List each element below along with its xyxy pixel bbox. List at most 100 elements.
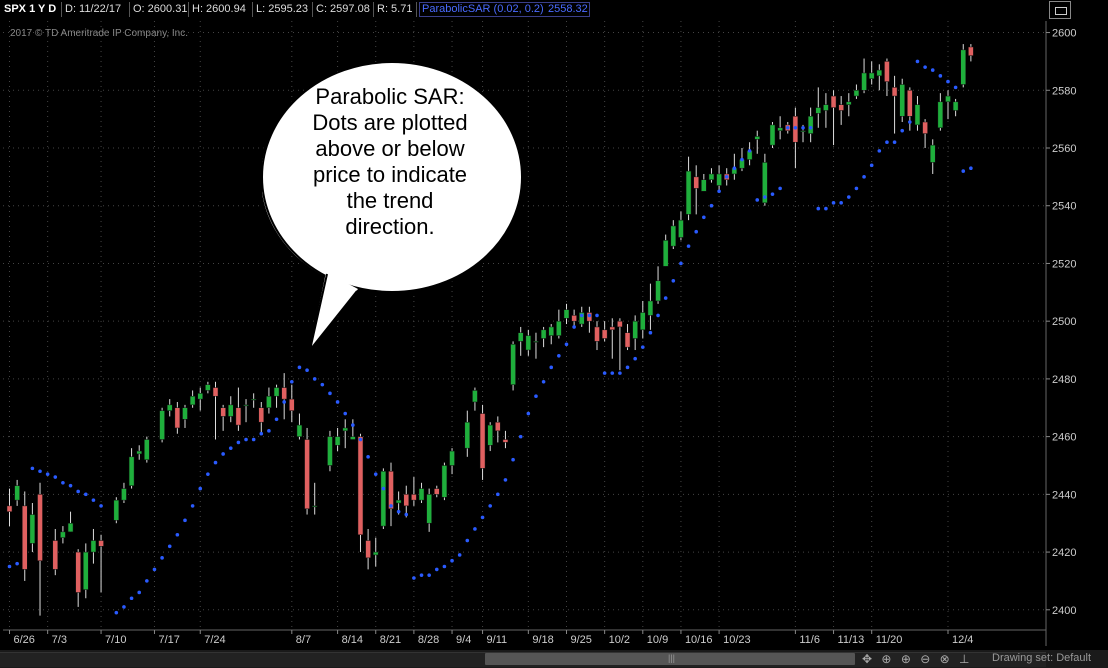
candle-up bbox=[205, 384, 211, 391]
sar-dot bbox=[320, 382, 325, 387]
sar-dot bbox=[183, 518, 187, 523]
sar-dot bbox=[862, 175, 866, 179]
close-readout: C: 2597.08 bbox=[316, 3, 370, 15]
sar-dot bbox=[900, 128, 905, 133]
scrollbar-thumb[interactable] bbox=[485, 653, 855, 665]
x-tick-label: 11/20 bbox=[876, 634, 903, 646]
candle-up bbox=[136, 450, 142, 455]
sar-dot bbox=[724, 175, 729, 179]
sar-dot bbox=[908, 120, 912, 124]
candle-up bbox=[418, 488, 425, 501]
sar-dot bbox=[640, 345, 645, 349]
sar-dot bbox=[839, 201, 843, 205]
candle-up bbox=[937, 101, 944, 129]
zoom-in-icon[interactable]: ⊕ bbox=[900, 652, 911, 666]
drawing-tools-icon[interactable]: ⊥ bbox=[959, 652, 970, 666]
candle-down bbox=[212, 387, 219, 397]
candle-down bbox=[891, 87, 898, 97]
sar-dot bbox=[366, 455, 370, 459]
candle-up bbox=[113, 499, 120, 521]
candle-down bbox=[479, 413, 486, 469]
candle-down bbox=[922, 121, 928, 134]
sar-dot bbox=[221, 452, 225, 456]
candle-up bbox=[90, 540, 97, 553]
candle-down bbox=[220, 407, 226, 417]
y-tick-label: 2540 bbox=[1052, 201, 1076, 213]
zoom-out-icon[interactable]: ⊖ bbox=[920, 652, 931, 666]
study-readout-box[interactable] bbox=[419, 2, 590, 17]
sar-dot bbox=[679, 261, 683, 266]
sar-dot bbox=[671, 278, 676, 283]
sar-dot bbox=[663, 296, 668, 300]
sar-dot bbox=[816, 206, 821, 211]
sar-dot bbox=[488, 504, 492, 508]
x-tick-label: 7/10 bbox=[105, 634, 126, 646]
sar-dot bbox=[152, 567, 157, 572]
annotation-line: Dots are plotted bbox=[312, 110, 468, 135]
sar-dot bbox=[930, 68, 935, 72]
sar-dot bbox=[129, 596, 134, 601]
maximize-icon[interactable] bbox=[1049, 1, 1071, 19]
sar-dot bbox=[557, 354, 561, 358]
zoom-fit-icon[interactable]: ⊗ bbox=[939, 652, 950, 666]
candle-down bbox=[907, 90, 913, 117]
sar-dot bbox=[587, 313, 592, 318]
candle-down bbox=[281, 387, 287, 400]
candle-up bbox=[662, 240, 669, 267]
candle-up bbox=[372, 551, 379, 556]
sar-dot bbox=[68, 483, 73, 488]
candle-down bbox=[403, 494, 410, 507]
sar-dot bbox=[274, 417, 279, 422]
candle-down bbox=[258, 407, 265, 423]
sar-dot bbox=[396, 509, 401, 514]
sar-dot bbox=[694, 229, 698, 234]
candle-up bbox=[647, 300, 654, 316]
drawing-set-label[interactable]: Drawing set: Default bbox=[992, 652, 1092, 664]
symbol-label[interactable]: SPX 1 Y D bbox=[4, 3, 57, 15]
sar-dot bbox=[778, 186, 782, 191]
pan-icon[interactable]: ✥ bbox=[862, 652, 873, 666]
candle-down bbox=[884, 61, 890, 82]
candle-up bbox=[952, 101, 959, 111]
candle-up bbox=[441, 465, 448, 498]
y-tick-label: 2460 bbox=[1052, 432, 1076, 444]
sar-dot bbox=[312, 377, 317, 381]
sar-dot bbox=[335, 400, 340, 404]
sar-dot bbox=[755, 198, 760, 202]
candle-up bbox=[533, 341, 539, 343]
sar-dot bbox=[877, 149, 882, 153]
x-tick-label: 10/2 bbox=[609, 634, 630, 646]
sar-dot bbox=[885, 140, 889, 145]
candle-up bbox=[228, 404, 234, 417]
sar-dot bbox=[373, 472, 378, 476]
sar-dot bbox=[190, 504, 195, 508]
candle-up bbox=[128, 456, 135, 486]
x-tick-label: 9/18 bbox=[532, 634, 553, 646]
candle-up bbox=[701, 179, 707, 192]
x-tick-label: 8/7 bbox=[296, 634, 311, 646]
sar-dot bbox=[259, 431, 264, 436]
sar-dot bbox=[7, 564, 12, 569]
annotation-line: Parabolic SAR: bbox=[315, 84, 465, 109]
sar-dot bbox=[91, 498, 96, 502]
sar-dot bbox=[297, 365, 302, 370]
study-name[interactable]: ParabolicSAR (0.02, 0.2) bbox=[422, 3, 544, 15]
crosshair-icon[interactable]: ⊕ bbox=[881, 652, 892, 666]
candle-up bbox=[14, 485, 20, 501]
candle-up bbox=[273, 387, 280, 397]
candle-down bbox=[609, 326, 616, 331]
x-tick-label: 10/23 bbox=[723, 634, 751, 646]
x-tick-label: 12/4 bbox=[952, 634, 973, 646]
candle-down bbox=[693, 176, 699, 189]
y-tick-label: 2600 bbox=[1052, 28, 1076, 40]
candle-down bbox=[52, 540, 59, 570]
x-tick-label: 7/17 bbox=[158, 634, 179, 646]
candle-up bbox=[121, 488, 127, 501]
sar-dot bbox=[236, 440, 241, 445]
candle-up bbox=[579, 312, 585, 325]
sar-dot bbox=[892, 140, 897, 145]
candle-up bbox=[197, 393, 203, 400]
sar-dot bbox=[579, 313, 584, 318]
sar-dot bbox=[564, 342, 569, 347]
